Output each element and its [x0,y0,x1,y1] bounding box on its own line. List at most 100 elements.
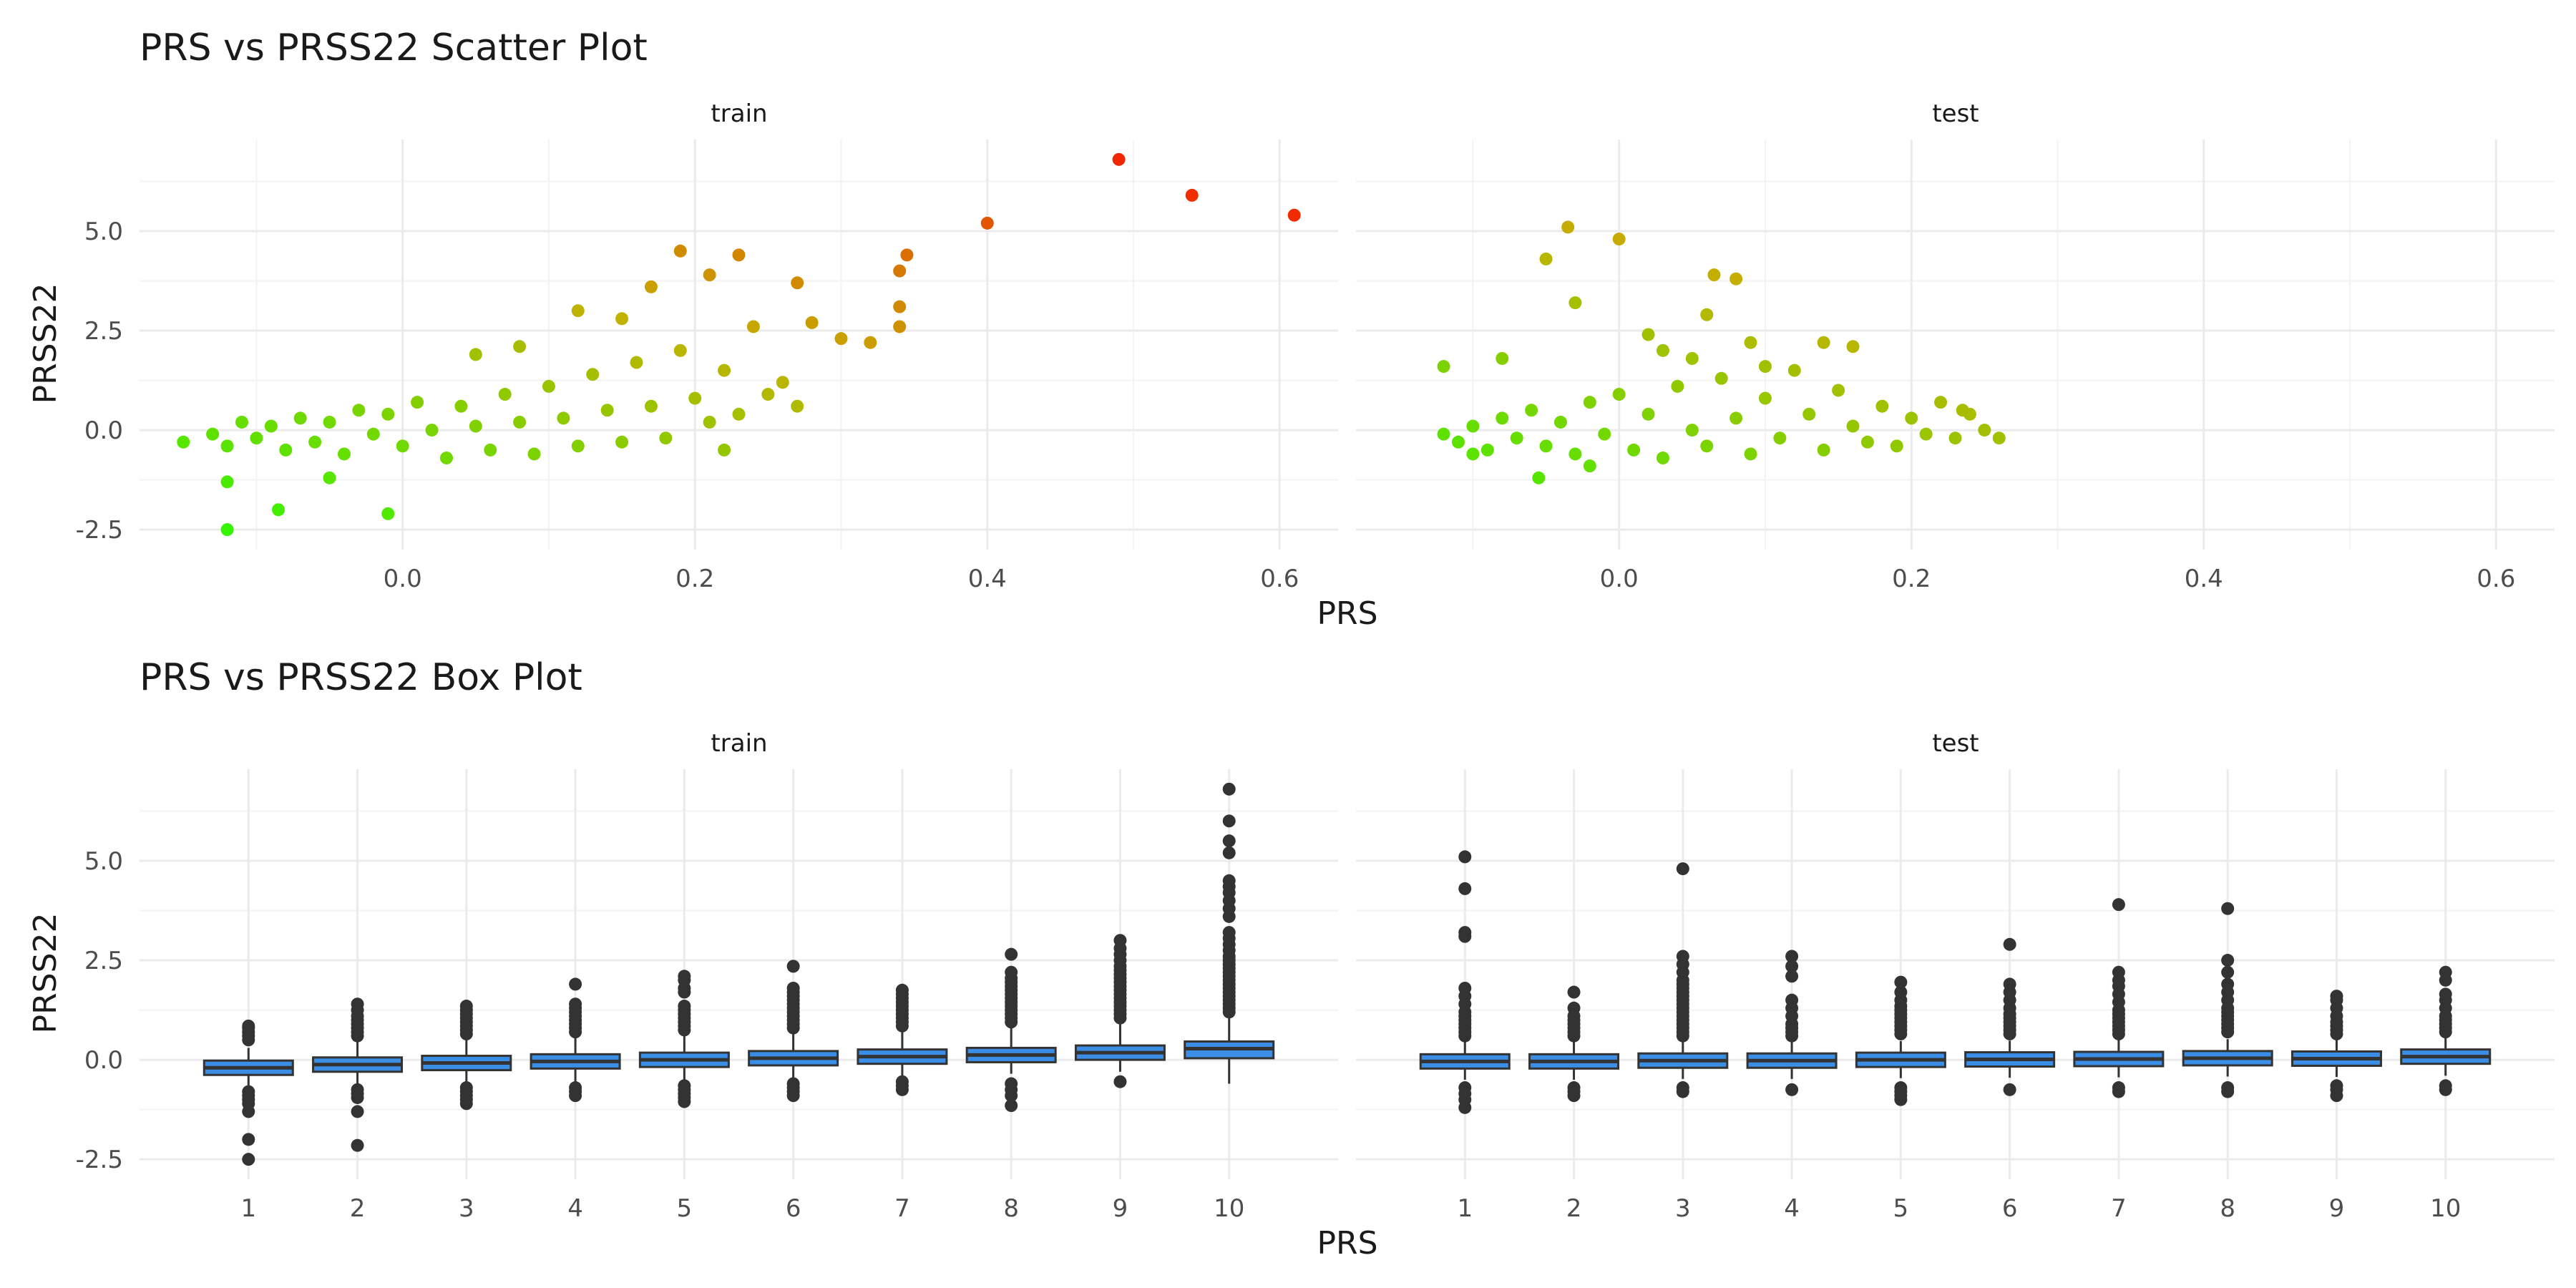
scatter-point [235,415,248,429]
scatter-point [980,216,994,230]
scatter-point [1496,411,1509,425]
box-10 [1184,782,1275,1084]
scatter-point [1875,399,1889,413]
scatter-point [1773,431,1787,445]
outlier-point [1222,834,1236,848]
box-8 [965,947,1057,1113]
scatter-point [1685,424,1699,437]
x-tick-label: 3 [459,1194,474,1223]
scatter-point [1978,424,1991,437]
outlier-point [351,1091,364,1104]
outlier-point [678,1095,691,1108]
x-tick-label: 6 [2002,1194,2018,1223]
scatter-point [1510,431,1523,445]
scatter-point [1787,364,1801,377]
x-tick-label: 2 [350,1194,366,1223]
box-9 [2290,990,2382,1103]
scatter-point [1802,407,1816,421]
scatter-point [688,391,702,405]
scatter-point [776,376,789,389]
scatter-point [644,280,658,293]
outlier-point [1458,1101,1472,1114]
outlier-point [2003,937,2016,951]
box-plot: 1 2 3 4 5 6 7 8 9 10 1 2 3 4 5 6 7 8 9 10 -2.5 0.0 2.5 5.0 [76,769,2555,1223]
scatter-point [323,415,336,429]
box-3 [421,1000,512,1111]
scatter-point [1598,427,1611,441]
scatter-point [1627,443,1641,457]
outlier-point [2003,977,2016,991]
outlier-point [2112,965,2125,979]
box-1 [1419,850,1511,1114]
outlier-point [1005,965,1018,979]
box-panel-test: 1 2 3 4 5 6 7 8 9 10 [1356,769,2555,1223]
scatter-point [1568,296,1582,310]
outlier-point [1567,1001,1581,1015]
outlier-point [2003,1083,2016,1096]
scatter-point [791,399,804,413]
scatter-point [1532,471,1546,484]
scatter-point [1934,396,1948,409]
x-tick-label: 1 [240,1194,256,1223]
scatter-point [1641,328,1655,341]
scatter-strip-train: train [711,99,767,128]
box-strip-train: train [711,729,767,758]
scatter-point [1561,220,1575,234]
scatter-point [469,419,482,433]
scatter-point [381,407,395,421]
outlier-point [1785,993,1799,1007]
box-y-axis-label: PRSS22 [27,913,64,1034]
scatter-point [1466,447,1480,461]
outlier-point [459,1000,473,1013]
scatter-point [352,404,366,417]
y-tick-label: 2.5 [84,947,123,975]
y-tick-label: -2.5 [76,1146,123,1174]
scatter-point [864,336,877,349]
scatter-point [1583,396,1596,409]
outlier-point [242,1105,255,1118]
scatter-point [279,443,293,457]
scatter-point [1758,391,1772,405]
scatter-point [1714,371,1728,385]
box-2 [312,997,404,1152]
scatter-point [1496,351,1509,365]
scatter-point [1919,427,1933,441]
scatter-point [1480,443,1494,457]
scatter-point [1846,419,1860,433]
x-tick-label: 7 [2111,1194,2127,1223]
x-tick-label: 10 [1214,1194,1244,1223]
y-tick-label: -2.5 [76,516,123,545]
scatter-point [1437,360,1450,374]
scatter-point [834,332,848,346]
scatter-point [308,435,322,449]
scatter-point [703,268,716,282]
x-tick-label: 8 [1003,1194,1019,1223]
outlier-point [1222,846,1236,859]
scatter-point [1568,447,1582,461]
scatter-point [381,507,395,520]
box-4 [530,977,621,1103]
outlier-point [242,1153,255,1166]
outlier-point [2330,990,2343,1003]
scatter-point [1817,336,1830,349]
x-tick-label: 0.4 [968,565,1007,593]
box-6 [1964,937,2056,1096]
scatter-point [644,399,658,413]
scatter-point [732,248,746,262]
scatter-point [718,443,731,457]
scatter-point [1112,152,1126,166]
scatter-point [703,415,716,429]
box-5 [1855,975,1946,1106]
outlier-point [1676,1085,1689,1098]
scatter-point [542,379,555,393]
box-9 [1074,934,1166,1088]
box-10 [2400,965,2492,1096]
scatter-point [615,435,629,449]
x-tick-label: 1 [1457,1194,1473,1223]
outlier-point [1785,960,1799,973]
outlier-point [2221,954,2235,967]
box-x-axis-label: PRS [1317,1225,1377,1262]
box-7 [857,983,948,1096]
scatter-point [206,427,220,441]
